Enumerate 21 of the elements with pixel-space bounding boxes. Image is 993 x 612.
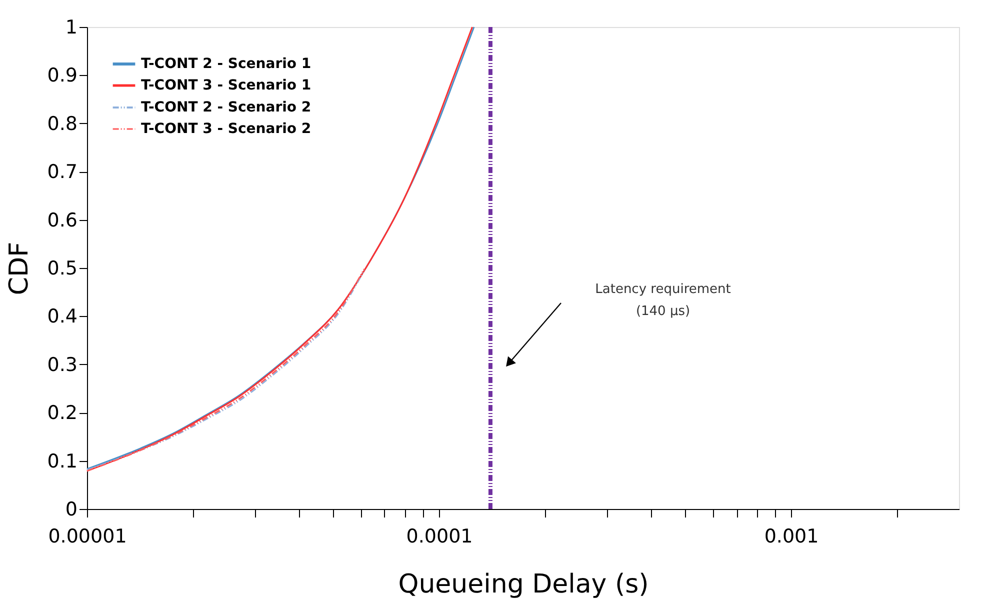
legend-label: T-CONT 2 - Scenario 1 — [141, 56, 312, 72]
y-axis-title: CDF — [4, 242, 34, 296]
y-tick-label: 0.9 — [47, 64, 78, 87]
y-tick-label: 0.3 — [47, 354, 78, 376]
y-tick-label: 0.1 — [47, 450, 78, 472]
y-tick-label: 0.6 — [47, 209, 78, 232]
y-tick-label: 0 — [65, 498, 78, 520]
x-tick-label: 0.00001 — [48, 526, 127, 548]
y-tick-label: 0.7 — [47, 161, 78, 184]
y-tick-label: 0.8 — [47, 112, 78, 135]
annotation: Latency requirement (140 µs) — [595, 282, 731, 319]
y-tick-label: 0.2 — [47, 402, 78, 424]
x-tick-label: 0.001 — [764, 526, 819, 548]
y-tick-label: 0.5 — [47, 258, 78, 280]
y-tick-label: 0.4 — [47, 306, 78, 328]
x-tick-label: 0.0001 — [406, 526, 473, 548]
y-tick-label: 1 — [65, 16, 78, 38]
legend-label: T-CONT 2 - Scenario 2 — [141, 100, 312, 116]
legend-label: T-CONT 3 - Scenario 2 — [141, 121, 312, 137]
legend-label: T-CONT 3 - Scenario 1 — [141, 78, 312, 94]
x-axis-title: Queueing Delay (s) — [398, 570, 649, 600]
